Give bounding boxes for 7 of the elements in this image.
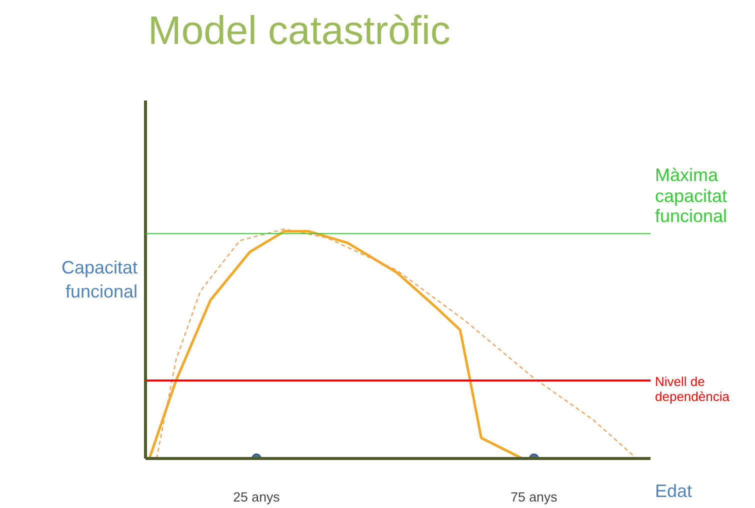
y-axis-title: Capacitat funcional bbox=[61, 258, 138, 302]
x-tick-label: 75 anys bbox=[510, 490, 558, 504]
x-axis-title: Edat bbox=[655, 481, 692, 502]
x-tick-label: 25 anys bbox=[233, 490, 280, 504]
ref-line-label: Màxima capacitat funcional bbox=[655, 165, 728, 228]
chart-title: Model catastròfic bbox=[147, 8, 450, 54]
ref-line-label: Nivell de dependència bbox=[655, 374, 730, 405]
